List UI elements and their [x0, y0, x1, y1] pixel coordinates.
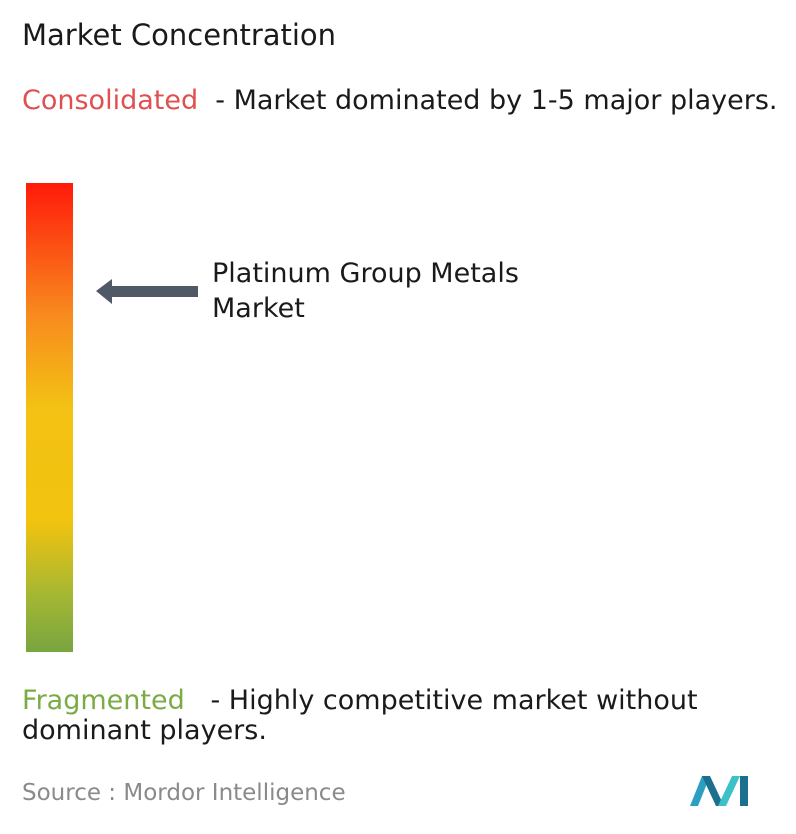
logo-part	[702, 776, 724, 806]
fragmented-description: - Highly competitive market without domi…	[22, 685, 698, 746]
logo	[690, 776, 748, 806]
source-name: Mordor Intelligence	[123, 780, 346, 806]
logo-part	[690, 776, 710, 806]
source-label: Source :	[22, 780, 117, 806]
market-label: Platinum Group Metals Market	[212, 258, 519, 324]
concentration-scale	[26, 183, 73, 652]
logo-part	[718, 776, 740, 806]
title: Market Concentration	[22, 18, 337, 52]
consolidated-label: Consolidated	[22, 85, 199, 116]
fragmented-label: Fragmented	[22, 685, 185, 716]
marker-arrow	[96, 279, 198, 304]
source: Source : Mordor Intelligence	[22, 780, 346, 806]
fragmented-row: Fragmented - Highly competitive market w…	[22, 686, 792, 746]
consolidated-row: Consolidated - Market dominated by 1-5 m…	[22, 86, 792, 116]
consolidated-description: - Market dominated by 1-5 major players.	[215, 85, 778, 116]
logo-part	[740, 776, 748, 806]
arrow-shape	[96, 279, 198, 304]
